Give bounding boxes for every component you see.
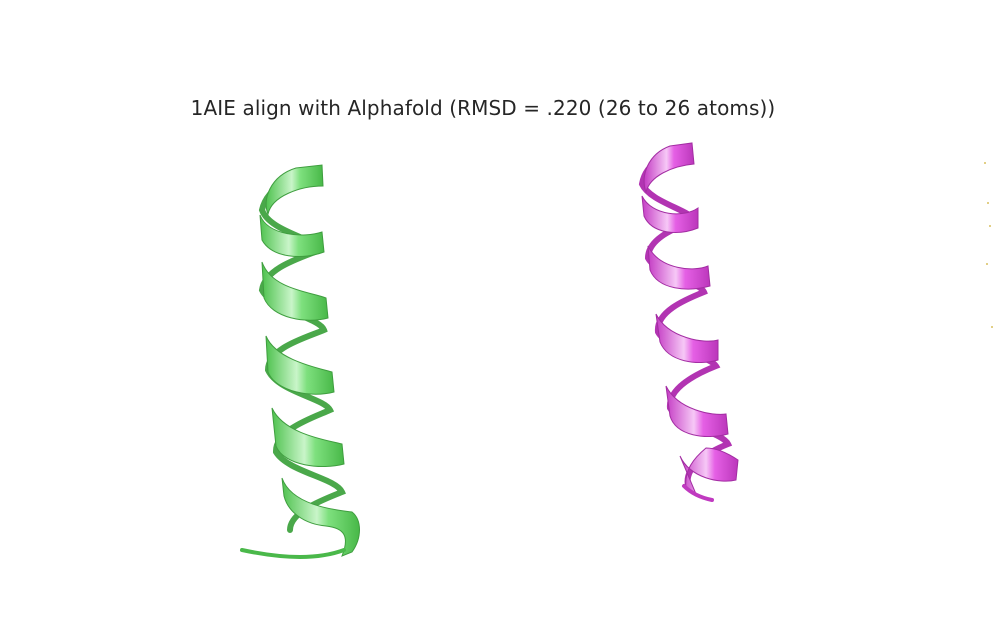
figure-title: 1AIE align with Alphafold (RMSD = .220 (… xyxy=(190,96,776,120)
helix-alphafold xyxy=(638,142,739,502)
helix-1aie xyxy=(240,164,360,559)
edge-specks xyxy=(984,162,993,328)
